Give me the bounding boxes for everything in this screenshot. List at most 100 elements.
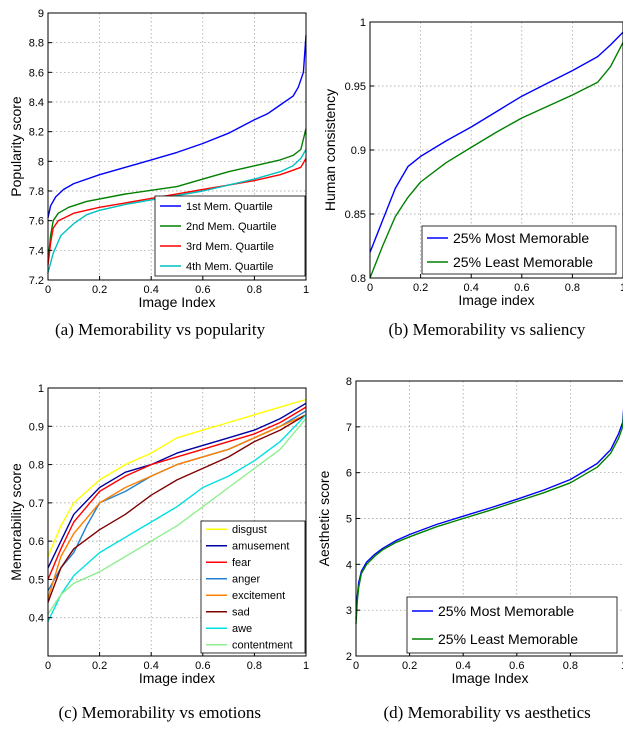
series-line-contentment <box>47 418 307 615</box>
legend: 25% Most Memorable 25% Least Memorable <box>406 596 618 654</box>
x-tick-label: 1 <box>303 284 309 296</box>
x-tick-label: 0.4 <box>456 660 471 672</box>
legend-box <box>421 225 617 275</box>
series-line-25-least-memorable <box>355 412 623 624</box>
y-tick-label: 8.4 <box>29 97 44 109</box>
legend-box <box>200 520 306 654</box>
chart-panel-d: 0 0.2 0.4 0.6 0.8 1 2 3 4 5 6 7 8 Image Index Aestheti… <box>316 376 623 686</box>
legend-label: awe <box>232 623 252 635</box>
y-tick-label: 3 <box>346 605 352 617</box>
x-tick-label: 0.2 <box>92 660 107 672</box>
panel-caption: (a) Memorability vs popularity <box>55 320 266 339</box>
series-line-amusement <box>47 402 307 569</box>
legend-box <box>406 596 618 654</box>
y-tick-label: 0.95 <box>345 81 366 93</box>
x-tick-label: 0 <box>353 660 359 672</box>
panel-caption: (d) Memorability vs aesthetics <box>383 703 591 722</box>
y-tick-label: 8.2 <box>29 127 44 139</box>
x-tick-label: 0 <box>45 660 51 672</box>
y-axis-label: Human consistency <box>322 89 338 211</box>
y-tick-label: 7.8 <box>29 186 44 198</box>
x-tick-label: 0.2 <box>413 282 428 294</box>
y-tick-label: 0.9 <box>29 421 44 433</box>
chart-panel-c: 0 0.2 0.4 0.6 0.8 1 0.4 0.5 0.6 0.7 0.8 0.9 1 Image i… <box>8 383 309 686</box>
x-tick-label: 0 <box>367 282 373 294</box>
y-tick-label: 0.9 <box>351 145 366 157</box>
x-tick-label: 0.4 <box>464 282 479 294</box>
series-line-sad <box>47 414 307 603</box>
y-axis-label: Aesthetic score <box>316 470 332 566</box>
x-tick-label: 0.4 <box>144 284 159 296</box>
x-tick-label: 0.6 <box>195 660 210 672</box>
x-tick-label: 1 <box>303 660 309 672</box>
y-tick-label: 1 <box>38 383 44 395</box>
legend-box <box>154 195 306 277</box>
y-tick-label: 7 <box>346 422 352 434</box>
y-tick-label: 9 <box>38 8 44 20</box>
x-tick-label: 0.6 <box>195 284 210 296</box>
series-line-disgust <box>47 398 307 557</box>
x-tick-label: 0.6 <box>514 282 529 294</box>
panel-caption: (b) Memorability vs saliency <box>388 320 586 339</box>
series-line-25-most-memorable <box>369 31 623 253</box>
y-tick-label: 0.4 <box>29 613 44 625</box>
y-tick-label: 4 <box>346 559 352 571</box>
legend-label: 2nd Mem. Quartile <box>186 221 276 233</box>
x-axis-label: Image Index <box>138 294 215 310</box>
chart-panel-a: 0 0.2 0.4 0.6 0.8 1 7.2 7.4 7.6 7.8 8 8.2 8.4 8.6 8.8 9… <box>8 8 309 310</box>
y-tick-label: 8 <box>38 156 44 168</box>
series-line-awe <box>47 414 307 622</box>
series-line-fear <box>47 406 307 580</box>
legend-label: excitement <box>232 590 285 602</box>
legend-label: 25% Most Memorable <box>453 230 589 246</box>
legend-label: contentment <box>232 640 293 652</box>
y-tick-label: 8 <box>346 376 352 388</box>
legend-label: disgust <box>232 524 267 536</box>
y-tick-label: 2 <box>346 651 352 663</box>
y-tick-label: 5 <box>346 514 352 526</box>
legend-label: 4th Mem. Quartile <box>186 261 273 273</box>
axes-frame <box>47 12 307 281</box>
legend-label: 25% Most Memorable <box>438 603 574 619</box>
y-tick-label: 0.6 <box>29 536 44 548</box>
series-line-excitement <box>47 414 307 599</box>
y-tick-label: 8.8 <box>29 38 44 50</box>
y-tick-label: 7.6 <box>29 216 44 228</box>
series-line-25-most-memorable <box>355 408 623 620</box>
legend-label: anger <box>232 574 260 586</box>
y-tick-label: 0.5 <box>29 574 44 586</box>
x-tick-label: 1 <box>620 282 623 294</box>
x-tick-label: 0.2 <box>92 284 107 296</box>
legend-label: fear <box>232 557 251 569</box>
series-line-1st-mem-quartile <box>47 35 307 218</box>
x-tick-label: 0.8 <box>247 284 262 296</box>
x-axis-label: Image Index <box>451 670 528 686</box>
panel-caption: (c) Memorability vs emotions <box>58 703 262 722</box>
legend: 25% Most Memorable 25% Least Memorable <box>421 225 617 275</box>
y-tick-label: 0.8 <box>29 460 44 472</box>
y-tick-label: 0.8 <box>351 273 366 285</box>
legend-label: 25% Least Memorable <box>438 631 578 647</box>
axes-frame <box>47 387 307 657</box>
x-axis-label: Image index <box>139 670 215 686</box>
legend-label: amusement <box>232 541 289 553</box>
y-axis-label: Memorability score <box>8 463 24 581</box>
y-tick-label: 0.85 <box>345 209 366 221</box>
y-tick-label: 6 <box>346 468 352 480</box>
y-axis-label: Popularity score <box>8 96 24 197</box>
legend-label: 3rd Mem. Quartile <box>186 241 274 253</box>
x-tick-label: 0.8 <box>247 660 262 672</box>
x-tick-label: 0.2 <box>402 660 417 672</box>
legend: disgust amusement fear anger excitement sad aw… <box>200 520 306 654</box>
chart-panel-b: 0 0.2 0.4 0.6 0.8 1 0.8 0.85 0.9 0.95 1 Image index… <box>322 17 623 308</box>
x-tick-label: 1 <box>621 660 623 672</box>
x-axis-label: Image index <box>458 292 534 308</box>
x-tick-label: 0.8 <box>563 660 578 672</box>
legend-label: sad <box>232 607 250 619</box>
x-tick-label: 0.6 <box>509 660 524 672</box>
y-tick-label: 8.6 <box>29 67 44 79</box>
y-tick-label: 7.2 <box>29 275 44 287</box>
legend-label: 25% Least Memorable <box>453 254 593 270</box>
